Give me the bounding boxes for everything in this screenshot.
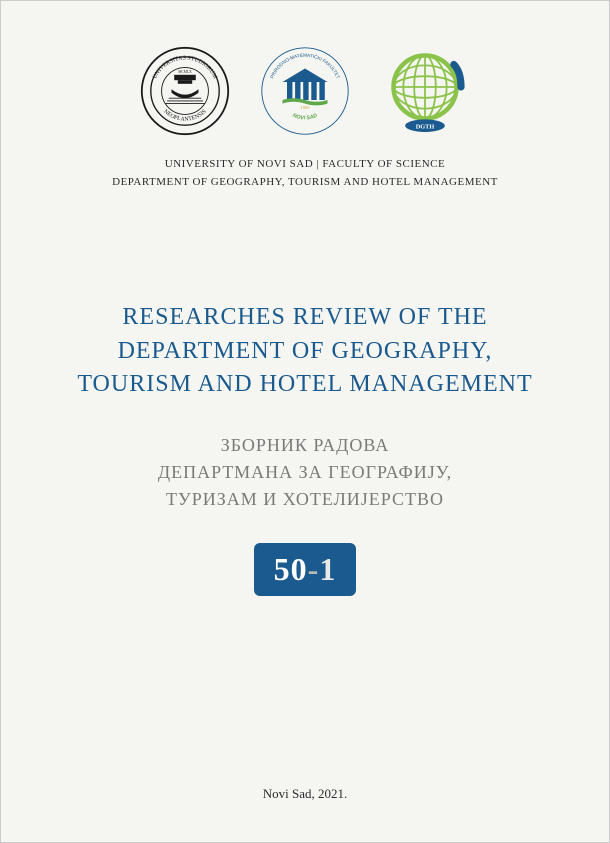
seal-icon: UNIVERSITAS STUDIORUM NEOPLANTENSIS MCML… <box>140 46 230 136</box>
subtitle-line2: ДЕПАРТМАНА ЗА ГЕОГРАФИЈУ, <box>1 459 609 486</box>
subtitle-cyrillic: ЗБОРНИК РАДОВА ДЕПАРТМАНА ЗА ГЕОГРАФИЈУ,… <box>1 432 609 513</box>
issue-box: 50-1 <box>254 543 357 596</box>
institution-line1: UNIVERSITY OF NOVI SAD | FACULTY OF SCIE… <box>1 156 609 174</box>
globe-dgth-logo: DGTH <box>380 46 470 136</box>
subtitle-line1: ЗБОРНИК РАДОВА <box>1 432 609 459</box>
issue-separator: - <box>308 551 320 587</box>
title-line3: TOURISM AND HOTEL MANAGEMENT <box>41 368 569 402</box>
svg-text:DGTH: DGTH <box>416 123 435 130</box>
institution-header: UNIVERSITY OF NOVI SAD | FACULTY OF SCIE… <box>1 156 609 191</box>
issue-number: 1 <box>319 551 336 587</box>
issue-volume: 50 <box>274 551 308 587</box>
issue-badge: 50-1 <box>1 543 609 596</box>
logos-row: UNIVERSITAS STUDIORUM NEOPLANTENSIS MCML… <box>1 1 609 136</box>
svg-text:MCMLX: MCMLX <box>178 70 192 74</box>
footer-text: Novi Sad, 2021. <box>263 786 348 801</box>
main-title: RESEARCHES REVIEW OF THE DEPARTMENT OF G… <box>1 301 609 402</box>
globe-icon: DGTH <box>380 44 470 139</box>
institution-line2: DEPARTMENT OF GEOGRAPHY, TOURISM AND HOT… <box>1 174 609 192</box>
svg-text:NOVI SAD: NOVI SAD <box>292 113 319 122</box>
footer: Novi Sad, 2021. <box>1 786 609 802</box>
svg-text:1969: 1969 <box>301 105 311 110</box>
title-line1: RESEARCHES REVIEW OF THE <box>41 301 569 335</box>
faculty-pmf-logo: PRIRODNO-MATEMATIČKI FAKULTET NOVI SAD 1… <box>260 46 350 136</box>
pmf-icon: PRIRODNO-MATEMATIČKI FAKULTET NOVI SAD 1… <box>260 46 350 136</box>
university-seal-logo: UNIVERSITAS STUDIORUM NEOPLANTENSIS MCML… <box>140 46 230 136</box>
title-line2: DEPARTMENT OF GEOGRAPHY, <box>41 335 569 369</box>
subtitle-line3: ТУРИЗАМ И ХОТЕЛИЈЕРСТВО <box>1 486 609 513</box>
